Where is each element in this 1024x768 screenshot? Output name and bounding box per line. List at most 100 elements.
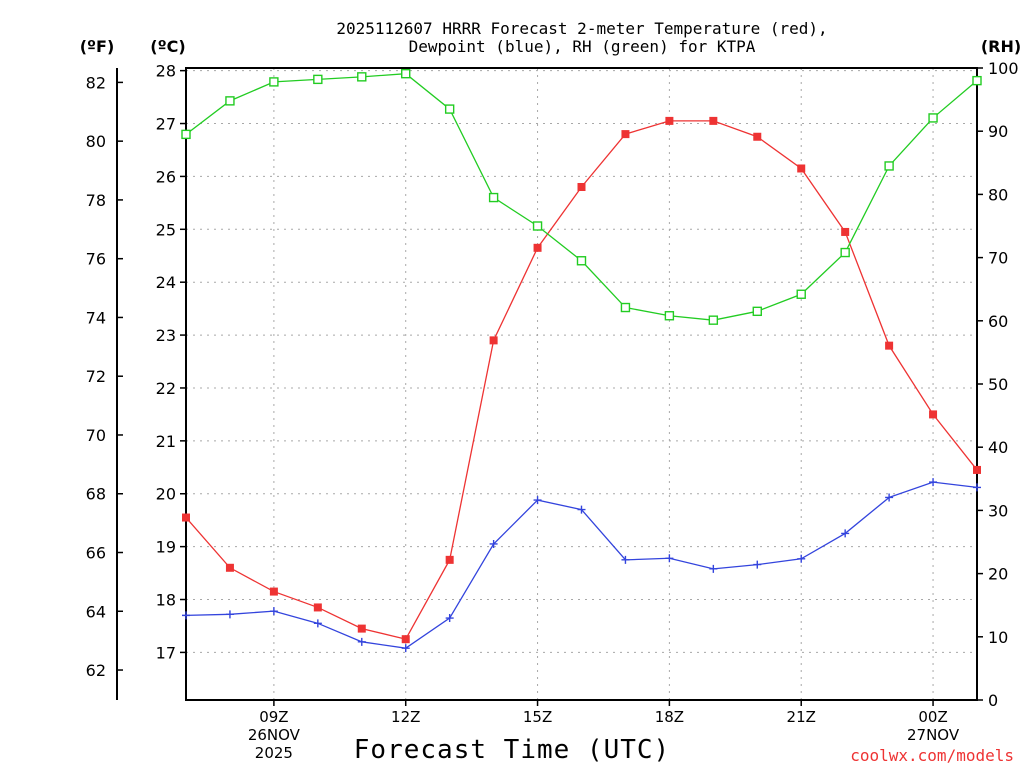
- data-point: [972, 75, 982, 86]
- rh-tick-label: 50: [988, 375, 1008, 394]
- data-point: [444, 104, 455, 114]
- data-point: [488, 192, 499, 203]
- data-point: [445, 614, 454, 623]
- rh-tick-label: 20: [988, 565, 1008, 584]
- data-series: [181, 68, 982, 653]
- x-tick-label: 00Z: [918, 708, 947, 726]
- data-point: [182, 611, 190, 620]
- fahrenheit-tick-label: 74: [86, 308, 106, 327]
- celsius-tick-label: 26: [156, 167, 176, 186]
- data-point: [928, 113, 938, 123]
- data-point: [532, 221, 543, 231]
- data-point: [841, 529, 850, 538]
- title-line-2: Dewpoint (blue), RH (green) for KTPA: [409, 37, 756, 56]
- data-point: [533, 243, 542, 252]
- celsius-tick-label: 20: [156, 485, 176, 504]
- data-point: [313, 619, 322, 628]
- series-line: [185, 73, 978, 321]
- gridlines: [186, 68, 977, 700]
- data-point: [885, 493, 894, 502]
- fahrenheit-tick-label: 76: [86, 250, 106, 269]
- rh-tick-label: 30: [988, 501, 1008, 520]
- fahrenheit-tick-label: 70: [86, 426, 106, 445]
- data-point: [576, 256, 587, 266]
- celsius-unit-label: (ºC): [150, 37, 185, 56]
- x-tick-label: 21Z: [787, 708, 816, 726]
- data-point: [884, 161, 894, 171]
- data-point: [796, 289, 806, 299]
- data-point: [753, 132, 762, 141]
- rh-tick-label: 40: [988, 438, 1008, 457]
- celsius-tick-label: 22: [156, 379, 176, 398]
- celsius-tick-label: 25: [156, 220, 176, 239]
- celsius-tick-label: 19: [156, 538, 176, 557]
- data-point: [973, 483, 981, 492]
- data-point: [357, 637, 366, 646]
- data-point: [401, 68, 411, 79]
- data-point: [752, 306, 762, 317]
- series-line: [185, 120, 978, 640]
- title-line-1: 2025112607 HRRR Forecast 2-meter Tempera…: [336, 19, 827, 38]
- data-point: [840, 247, 850, 258]
- data-point: [797, 554, 806, 563]
- data-point: [269, 77, 279, 87]
- celsius-tick-label: 17: [156, 643, 176, 662]
- data-point: [841, 227, 850, 236]
- fahrenheit-tick-label: 68: [86, 485, 106, 504]
- plot-frame: [185, 67, 978, 701]
- rh-tick-label: 60: [988, 312, 1008, 331]
- rh-tick-label: 0: [988, 691, 998, 710]
- data-point: [929, 478, 938, 487]
- celsius-tick-label: 28: [156, 62, 176, 81]
- series-dewpoint: [182, 478, 981, 653]
- data-point: [445, 555, 454, 564]
- data-point: [313, 603, 322, 612]
- data-point: [709, 116, 718, 125]
- rh-tick-label: 80: [988, 185, 1008, 204]
- data-point: [181, 129, 191, 140]
- data-point: [225, 96, 235, 106]
- data-point: [665, 554, 674, 563]
- data-point: [797, 164, 806, 173]
- x-tick-label: 15Z: [523, 708, 552, 726]
- data-point: [401, 644, 410, 653]
- celsius-tick-label: 24: [156, 273, 176, 292]
- data-point: [182, 513, 190, 522]
- axes: 17 18 19 20 21 22 23 24 25 26 27 28 62 64 66 68 70 72 74 76…: [86, 59, 1019, 710]
- rh-tick-label: 10: [988, 628, 1008, 647]
- series-2-meter-temperature: [182, 116, 981, 644]
- celsius-tick-label: 27: [156, 115, 176, 134]
- x-tick-label: 27NOV: [907, 726, 960, 744]
- data-point: [973, 465, 981, 474]
- credit-label: coolwx.com/models: [850, 746, 1014, 765]
- rh-unit-label: (RH): [981, 37, 1021, 56]
- rh-tick-label: 100: [988, 59, 1019, 78]
- data-point: [621, 130, 630, 139]
- data-point: [313, 74, 323, 85]
- x-tick-label: 12Z: [391, 708, 420, 726]
- data-point: [885, 341, 894, 350]
- data-point: [665, 116, 674, 125]
- x-tick-label: 2025: [255, 744, 293, 762]
- data-point: [577, 182, 586, 191]
- celsius-tick-label: 21: [156, 432, 176, 451]
- x-tick-label: 18Z: [655, 708, 684, 726]
- fahrenheit-tick-label: 82: [86, 73, 106, 92]
- data-point: [357, 72, 367, 82]
- data-point: [225, 610, 234, 619]
- fahrenheit-unit-label: (ºF): [80, 37, 115, 56]
- data-point: [577, 505, 586, 514]
- data-point: [489, 336, 498, 345]
- data-point: [708, 315, 719, 325]
- rh-tick-label: 90: [988, 122, 1008, 141]
- data-point: [401, 635, 410, 644]
- fahrenheit-tick-label: 78: [86, 191, 106, 210]
- data-point: [621, 555, 630, 564]
- data-point: [533, 496, 542, 505]
- fahrenheit-tick-label: 66: [86, 544, 106, 563]
- fahrenheit-tick-label: 64: [86, 602, 106, 621]
- x-axis-label: Forecast Time (UTC): [354, 735, 670, 765]
- rh-tick-label: 70: [988, 249, 1008, 268]
- celsius-tick-label: 23: [156, 326, 176, 345]
